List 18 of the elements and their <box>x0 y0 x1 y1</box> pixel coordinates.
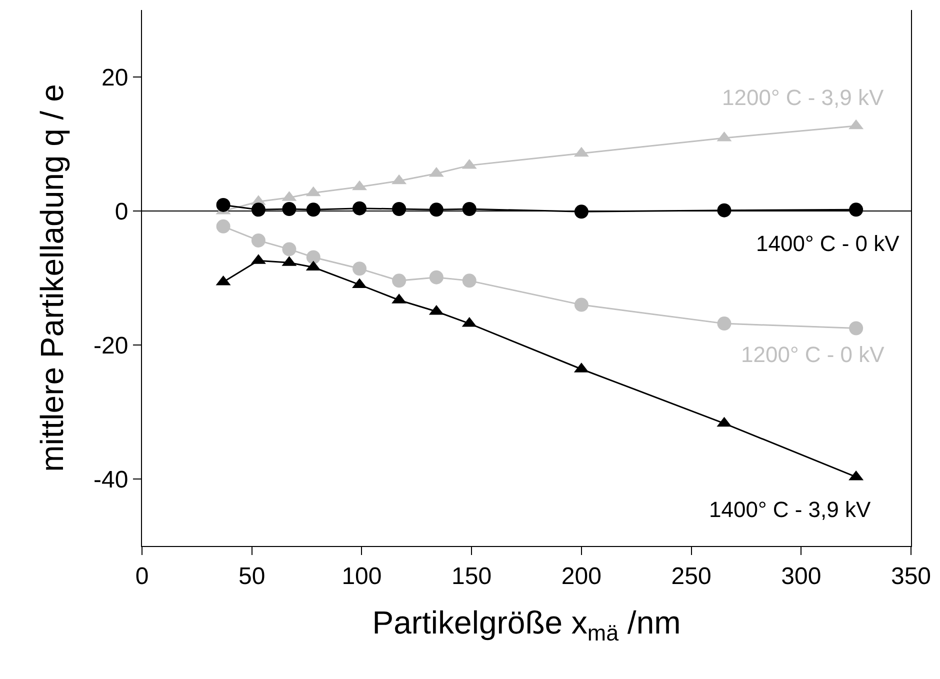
x-tick-label: 50 <box>238 562 266 590</box>
x-tick-label: 250 <box>671 562 712 590</box>
x-tick-label: 150 <box>452 562 492 590</box>
x-axis-title: Partikelgröße x$_{mä}$ /nm <box>372 604 681 646</box>
y-tick-label: -40 <box>94 466 128 494</box>
y-tick-label: -20 <box>94 332 128 360</box>
series-label: 1200° C - 3,9 kV <box>722 85 884 110</box>
x-tick-label: 100 <box>342 562 382 590</box>
y-tick-label: 20 <box>101 64 128 92</box>
x-tick-label: 0 <box>135 562 149 590</box>
x-tick-label: 300 <box>781 562 822 590</box>
series-label: 1400° C - 3,9 kV <box>709 497 871 522</box>
x-tick-label: 350 <box>890 562 932 590</box>
x-tick-label: 200 <box>561 562 602 590</box>
series-label: 1200° C - 0 kV <box>741 342 885 367</box>
y-tick-label: 0 <box>114 198 128 226</box>
y-axis-title: mittlere Partikelladung q / e <box>34 84 70 472</box>
series-label: 1400° C - 0 kV <box>756 231 900 256</box>
